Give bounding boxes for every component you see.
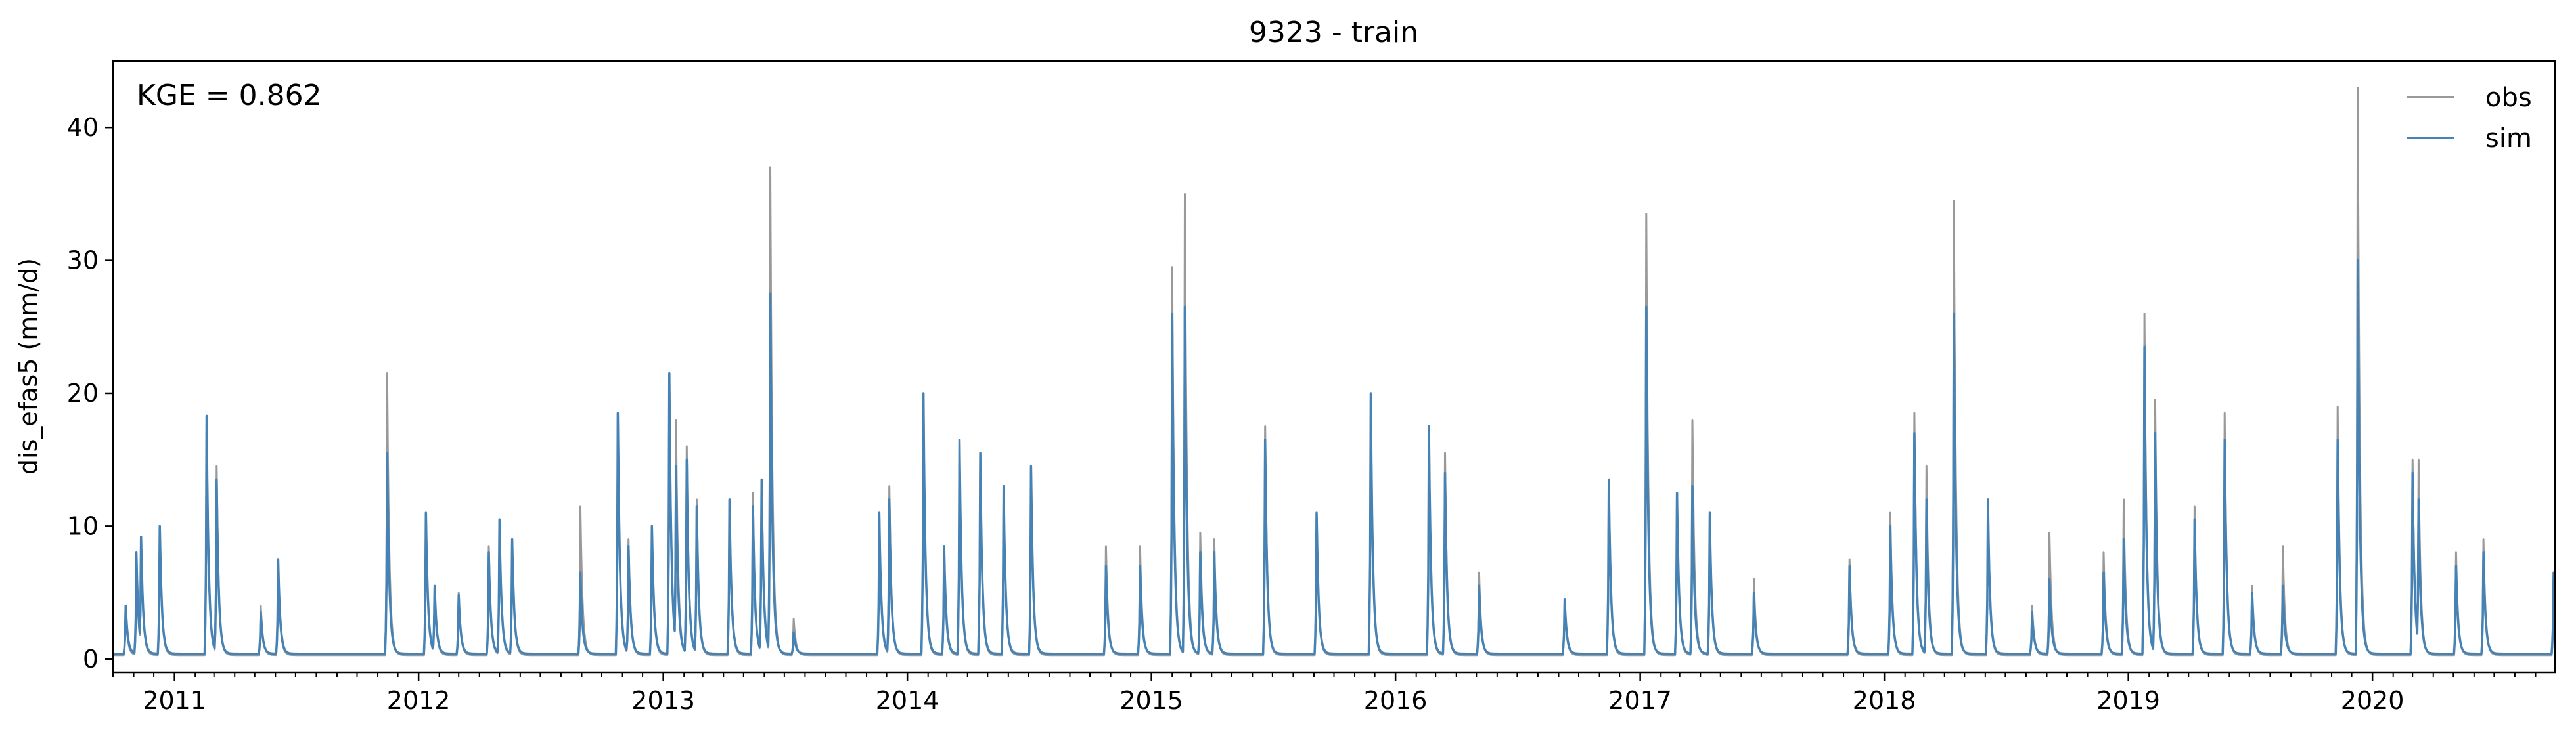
plot-area — [113, 61, 2555, 672]
series-layer — [112, 87, 2556, 657]
legend: obs sim — [2407, 83, 2532, 154]
x-tick-label: 2019 — [2096, 686, 2160, 715]
x-tick-label: 2020 — [2341, 686, 2405, 715]
y-tick-label: 40 — [67, 113, 99, 142]
x-tick-label: 2017 — [1608, 686, 1672, 715]
x-tick-label: 2014 — [876, 686, 939, 715]
y-tick-label: 30 — [67, 246, 99, 275]
legend-label-obs: obs — [2485, 83, 2532, 113]
x-tick-label: 2015 — [1119, 686, 1183, 715]
legend-label-sim: sim — [2485, 123, 2532, 154]
chart-title: 9323 - train — [1249, 16, 1418, 49]
kge-annotation: KGE = 0.862 — [137, 79, 322, 112]
y-axis-label: dis_efas5 (mm/d) — [14, 258, 43, 475]
y-tick-label: 10 — [67, 511, 99, 540]
x-tick-label: 2011 — [143, 686, 206, 715]
x-tick-label: 2016 — [1364, 686, 1428, 715]
y-tick-label: 20 — [67, 379, 99, 408]
series-line-sim — [112, 259, 2556, 655]
x-axis-ticks: 2011 2012 2013 2014 2015 2016 2017 2018 2019 2020 — [112, 672, 2537, 715]
x-tick-label: 2018 — [1853, 686, 1916, 715]
x-tick-label: 2012 — [387, 686, 451, 715]
y-tick-label: 0 — [83, 645, 99, 674]
y-axis-ticks: 0 10 20 30 40 — [67, 113, 113, 674]
x-tick-label: 2013 — [631, 686, 695, 715]
